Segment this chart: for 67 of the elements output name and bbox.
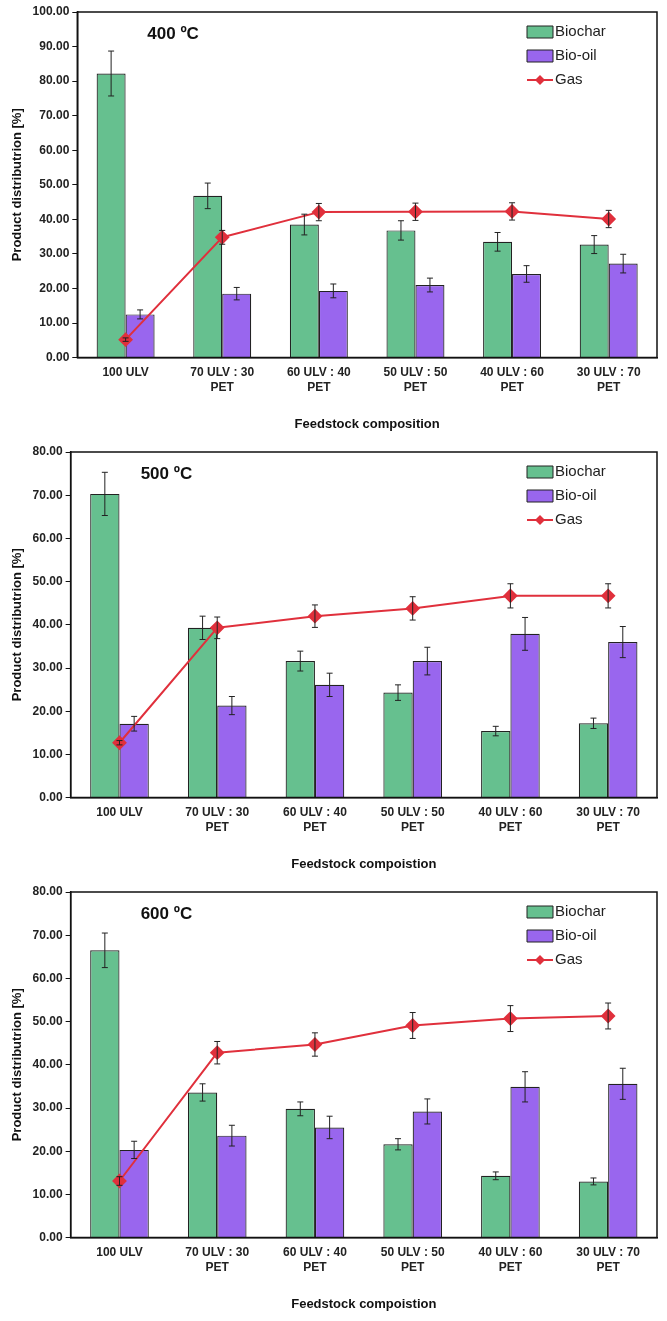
y-tick-label: 70.00 [32,927,63,942]
x-tick-label: 30 ULV : 70 PET [576,365,641,394]
x-tick-label: 30 ULV : 70 PET [576,805,641,834]
legend-label: Biochar [555,22,606,40]
y-tick-label: 60.00 [32,970,63,985]
x-tick-label: 60 ULV : 40 PET [283,805,348,834]
y-tick-label: 0.00 [45,349,70,364]
text: 400 ºC [147,24,199,44]
x-tick-label: 70 ULV : 30 PET [185,805,250,834]
y-axis-title: Product distributrion [%] [9,108,25,262]
y-tick-label: 0.00 [39,1229,63,1244]
x-tick-label: 50 ULV : 50 PET [383,365,448,394]
legend-label: Bio-oil [555,486,597,504]
y-tick-label: 10.00 [39,315,70,330]
y-tick-label: 80.00 [32,884,63,899]
point [112,1174,127,1189]
x-tick-label: 60 ULV : 40 PET [283,1245,348,1274]
y-tick-label: 50.00 [32,573,63,588]
y-axis-title: Product distributrion [%] [9,548,25,702]
x-tick-label: 100 ULV [96,1245,143,1260]
y-tick-label: 40.00 [32,617,63,632]
x-tick-label: 70 ULV : 30 PET [190,365,255,394]
y-tick-label: 10.00 [32,746,63,761]
y-tick-label: 90.00 [39,38,70,53]
legend-label: Bio-oil [555,46,597,64]
x-tick-label: 50 ULV : 50 PET [380,805,445,834]
y-tick-label: 40.00 [32,1057,63,1072]
x-tick-label: 40 ULV : 60 PET [478,1245,543,1274]
x-tick-label: 100 ULV [96,805,143,820]
y-tick-label: 70.00 [39,107,70,122]
y-tick-label: 20.00 [32,1143,63,1158]
x-tick-label: 50 ULV : 50 PET [380,1245,445,1274]
legend-label: Biochar [555,462,606,480]
x-tick-label: 40 ULV : 60 PET [480,365,545,394]
y-tick-label: 10.00 [32,1186,63,1201]
text: 600 ºC [140,904,193,924]
legend-label: Gas [555,510,583,528]
x-tick-label: 100 ULV [102,365,149,380]
x-axis-title: Feedstock compoistion [291,855,437,871]
y-tick-label: 80.00 [39,73,70,88]
x-tick-label: 60 ULV : 40 PET [286,365,352,394]
x-tick-label: 70 ULV : 30 PET [185,1245,250,1274]
legend-label: Gas [555,950,583,968]
x-tick-label: 40 ULV : 60 PET [478,805,543,834]
y-tick-label: 50.00 [32,1013,63,1028]
legend-label: Bio-oil [555,926,597,944]
y-tick-label: 20.00 [32,703,63,718]
x-axis-title: Feedstock compoistion [291,1295,437,1311]
y-axis-title: Product distributrion [%] [9,988,25,1142]
x-tick-label: 30 ULV : 70 PET [576,1245,641,1274]
y-tick-label: 60.00 [32,530,63,545]
y-tick-label: 80.00 [32,444,63,459]
y-tick-label: 30.00 [39,246,70,261]
text: 500 ºC [140,464,193,484]
y-tick-label: 20.00 [39,280,70,295]
y-tick-label: 30.00 [32,1100,63,1115]
x-axis-title: Feedstock composition [294,415,440,431]
y-tick-label: 30.00 [32,660,63,675]
y-tick-label: 50.00 [39,177,70,192]
y-tick-label: 70.00 [32,487,63,502]
legend-label: Gas [555,70,583,88]
y-tick-label: 0.00 [39,789,63,804]
legend-label: Biochar [555,902,606,920]
y-tick-label: 60.00 [39,142,70,157]
y-tick-label: 100.00 [32,4,70,19]
point [112,735,127,750]
y-tick-label: 40.00 [39,211,70,226]
